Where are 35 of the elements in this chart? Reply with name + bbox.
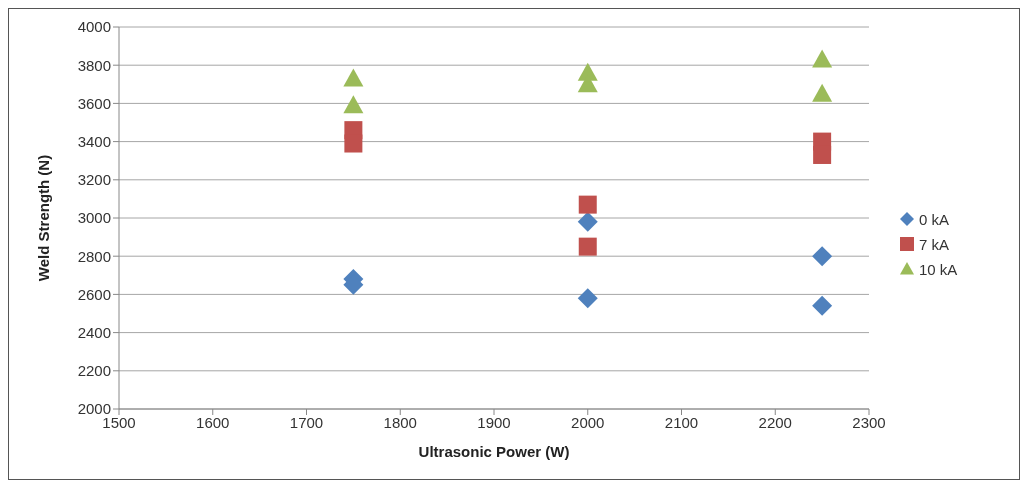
y-tick-label: 3800 <box>77 56 111 74</box>
legend-label: 10 kA <box>919 260 958 278</box>
y-tick-label: 3400 <box>77 132 111 150</box>
x-tick-label: 2100 <box>664 413 699 431</box>
point <box>577 211 598 232</box>
point <box>343 95 364 114</box>
point <box>577 288 598 309</box>
y-tick-label: 2400 <box>77 323 111 341</box>
x-tick-label: 2200 <box>758 413 792 431</box>
point <box>812 83 833 102</box>
x-axis-title: Ultrasonic Power (W) <box>418 443 570 460</box>
y-tick-label: 4000 <box>77 18 111 36</box>
point <box>578 237 597 256</box>
x-tick-label: 1900 <box>477 413 511 431</box>
legend-label: 0 kA <box>919 210 950 228</box>
y-axis-title: Weld Strength (N) <box>35 154 53 282</box>
y-tick-label: 3200 <box>77 171 111 189</box>
y-tick-label: 3600 <box>77 94 111 112</box>
y-tick-label: 2200 <box>77 362 111 380</box>
y-tick-label: 2800 <box>77 247 111 265</box>
point <box>812 295 833 316</box>
point <box>812 246 833 267</box>
x-tick-label: 1700 <box>289 413 324 431</box>
point <box>344 134 363 153</box>
x-tick-label: 2300 <box>852 413 886 431</box>
y-tick-label: 2600 <box>77 285 111 303</box>
x-tick-label: 1800 <box>383 413 417 431</box>
y-tick-label: 3000 <box>77 209 111 227</box>
point <box>578 195 597 214</box>
point <box>813 145 832 164</box>
point <box>343 68 364 87</box>
x-tick-label: 2000 <box>571 413 605 431</box>
x-tick-label: 1600 <box>196 413 230 431</box>
legend-label: 7 kA <box>919 235 950 253</box>
point <box>812 49 833 68</box>
